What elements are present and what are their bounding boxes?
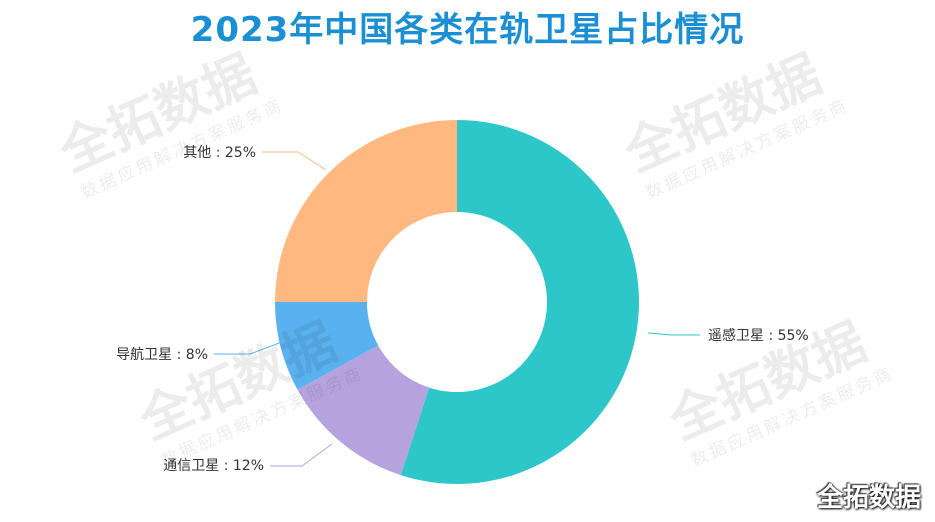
slice-4[interactable]	[275, 120, 457, 302]
leader-line-2	[270, 443, 333, 467]
watermark: 全拓数据 数据应用解决方案服务商	[50, 44, 287, 203]
slice-label-2: 通信卫星 : 12%	[163, 458, 264, 474]
leader-line-group	[214, 151, 700, 467]
chart-title: 2023年中国各类在轨卫星占比情况	[190, 10, 745, 50]
leader-line-4	[262, 151, 327, 171]
leader-line-1	[647, 332, 700, 336]
slice-group	[275, 120, 639, 484]
slice-label-4: 其他 : 25%	[183, 145, 256, 161]
leader-line-3	[214, 341, 283, 355]
brand-logo: 全拓数据	[816, 483, 921, 513]
slice-1[interactable]	[400, 120, 639, 484]
slice-label-3: 导航卫星 : 8%	[116, 347, 208, 363]
watermark-group: 全拓数据 数据应用解决方案服务商 全拓数据 数据应用解决方案服务商 全拓数据 数…	[50, 44, 897, 471]
slice-label-group: 遥感卫星 : 55% 通信卫星 : 12% 导航卫星 : 8% 其他 : 25%	[116, 145, 809, 474]
watermark: 全拓数据 数据应用解决方案服务商	[615, 44, 852, 203]
slice-label-1: 遥感卫星 : 55%	[708, 327, 809, 344]
slice-3[interactable]	[275, 302, 379, 390]
slice-2[interactable]	[297, 345, 430, 476]
